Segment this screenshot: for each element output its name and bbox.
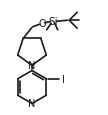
Text: N: N (28, 61, 36, 71)
Text: N: N (28, 99, 36, 109)
Text: I: I (62, 74, 65, 84)
Text: Si: Si (48, 17, 58, 27)
Text: O: O (38, 19, 46, 29)
